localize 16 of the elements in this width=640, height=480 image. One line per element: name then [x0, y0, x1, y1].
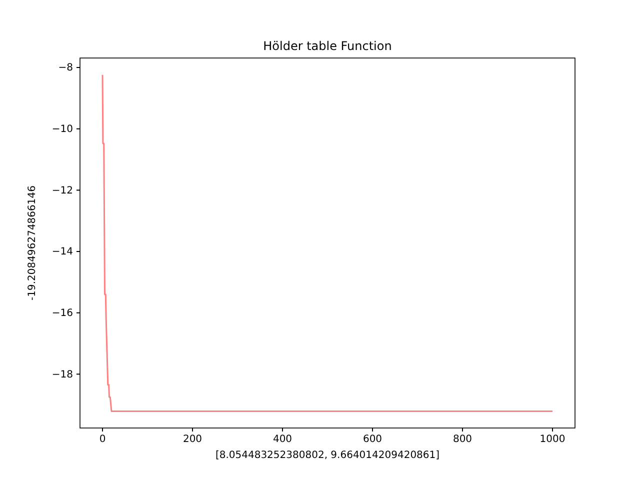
y-tick-label: −12 [52, 185, 73, 196]
x-tick-label: 0 [99, 434, 106, 446]
line-series [102, 74, 554, 412]
y-axis-title: -19.208496274866146 [27, 186, 38, 300]
y-tick-label: −16 [52, 308, 73, 320]
y-tick-label: −8 [58, 62, 73, 74]
x-tick-label: 400 [272, 434, 292, 446]
x-tick-label: 600 [362, 434, 382, 446]
x-tick-label: 1000 [540, 434, 566, 446]
y-tick-label: −14 [52, 246, 73, 258]
y-tick-label: −18 [52, 369, 73, 380]
x-tick-label: 200 [182, 434, 202, 446]
chart-title: Hölder table Function [263, 39, 392, 53]
x-tick-label: 800 [452, 434, 472, 446]
x-axis-title: [8.054483252380802, 9.664014209420861] [215, 450, 440, 461]
y-tick-label: −10 [52, 124, 73, 136]
